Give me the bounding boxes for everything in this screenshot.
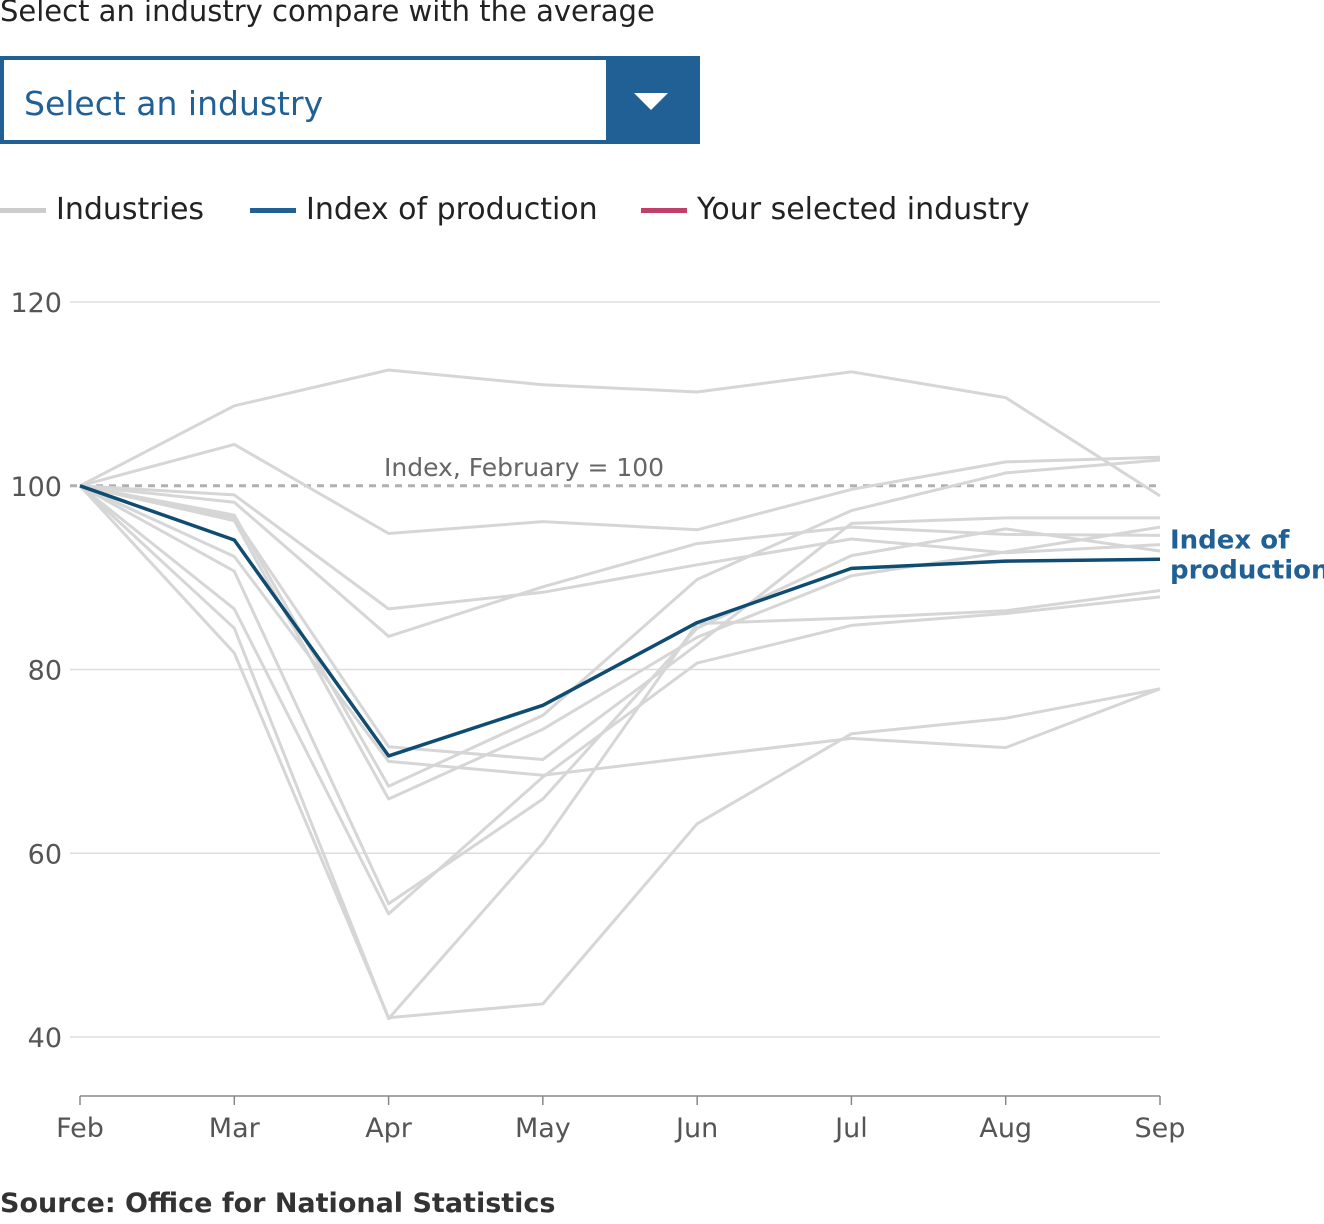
y-tick-label: 40 bbox=[28, 1023, 62, 1054]
x-axis: Feb Mar Apr May Jun Jul Aug Sep bbox=[56, 1095, 1186, 1144]
index-of-production-line bbox=[79, 484, 1161, 758]
x-tick-label: Jun bbox=[674, 1113, 718, 1144]
x-tick-label: Mar bbox=[209, 1113, 261, 1144]
industry-line-6 bbox=[79, 458, 1161, 788]
industry-line-10 bbox=[79, 484, 1161, 916]
x-tick-label: Sep bbox=[1135, 1113, 1186, 1144]
industry-line-11 bbox=[78, 484, 1161, 1021]
legend-label-selected-industry: Your selected industry bbox=[697, 192, 1030, 227]
chevron-down-icon bbox=[634, 93, 668, 110]
y-tick-label: 80 bbox=[28, 656, 62, 687]
legend-swatch-selected-industry bbox=[641, 208, 687, 213]
industry-select-toggle[interactable] bbox=[606, 60, 696, 140]
y-tick-label: 60 bbox=[28, 839, 62, 870]
index-of-production-line-group bbox=[79, 484, 1161, 758]
industry-line-12 bbox=[78, 484, 1161, 1020]
industry-select-value: Select an industry bbox=[24, 84, 324, 123]
legend-label-industries: Industries bbox=[56, 192, 205, 227]
legend-swatch-index-of-production bbox=[250, 208, 296, 213]
industry-lines bbox=[78, 368, 1161, 1021]
x-tick-label: Jul bbox=[833, 1113, 868, 1144]
y-tick-label: 100 bbox=[10, 472, 62, 503]
reference-line: Index, February = 100 bbox=[70, 453, 1160, 488]
source-note: Source: Office for National Statistics bbox=[0, 1188, 556, 1219]
legend-swatch-industries bbox=[0, 208, 46, 213]
prompt-text: Select an industry compare with the aver… bbox=[0, 0, 655, 28]
industry-line-1 bbox=[79, 368, 1161, 498]
industry-line-7 bbox=[79, 484, 1161, 801]
industry-line-9 bbox=[79, 484, 1161, 906]
y-tick-label: 120 bbox=[10, 288, 62, 319]
industry-line-5 bbox=[79, 484, 1160, 761]
legend-label-index-of-production: Index of production bbox=[306, 192, 598, 227]
industry-line-2 bbox=[79, 442, 1161, 535]
gridlines bbox=[70, 301, 1160, 1038]
x-tick-label: Aug bbox=[979, 1113, 1032, 1144]
x-tick-label: Feb bbox=[56, 1113, 104, 1144]
x-tick-label: May bbox=[515, 1113, 571, 1144]
industry-line-8 bbox=[79, 484, 1161, 777]
reference-line-label: Index, February = 100 bbox=[384, 453, 664, 482]
industry-select[interactable]: Select an industry bbox=[0, 56, 700, 144]
highlight-end-label-line: production bbox=[1170, 555, 1324, 585]
highlight-end-label-line: Index of bbox=[1170, 525, 1290, 555]
industry-line-3 bbox=[79, 484, 1161, 611]
y-axis: 40 60 80 100 120 bbox=[10, 288, 62, 1054]
x-tick-label: Apr bbox=[365, 1113, 413, 1144]
line-chart: 40 60 80 100 120 Index, February = 100 Feb Ma… bbox=[10, 288, 1324, 1144]
